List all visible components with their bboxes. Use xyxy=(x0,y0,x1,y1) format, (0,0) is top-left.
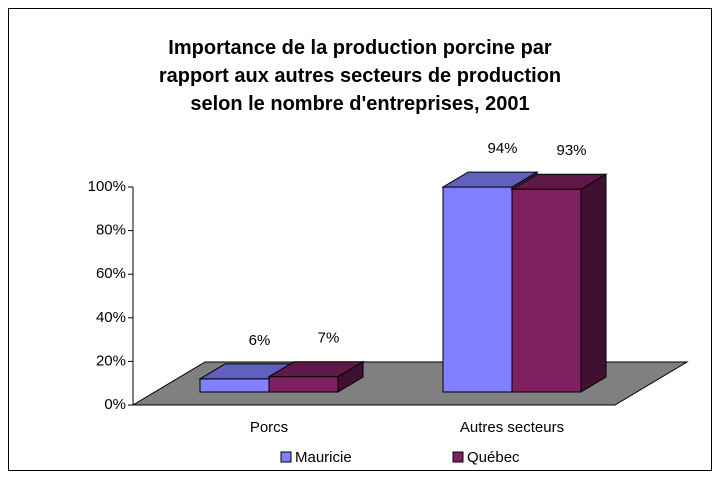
legend-swatch xyxy=(452,451,464,463)
value-label: 94% xyxy=(487,140,517,157)
bar-side xyxy=(580,173,607,393)
x-tick-label: Porcs xyxy=(250,419,288,436)
legend-label: Québec xyxy=(467,449,520,466)
bar-front xyxy=(511,188,582,393)
y-tick-label: 40% xyxy=(96,309,126,326)
bar xyxy=(267,360,365,393)
chart-title: Importance de la production porcine par … xyxy=(158,37,562,115)
value-label: 7% xyxy=(318,330,340,347)
y-tick-label: 100% xyxy=(88,178,126,195)
y-tick-label: 80% xyxy=(96,222,126,239)
value-label: 6% xyxy=(249,332,271,349)
x-tick-label: Autres secteurs xyxy=(460,419,564,436)
y-tick-label: 0% xyxy=(104,396,126,413)
bar-front xyxy=(268,376,339,393)
y-tick-label: 20% xyxy=(96,352,126,369)
bar-front xyxy=(442,186,513,393)
y-tick-label: 60% xyxy=(96,265,126,282)
legend-label: Mauricie xyxy=(295,449,352,466)
bar-front xyxy=(199,378,270,393)
value-label: 93% xyxy=(556,142,586,159)
bar xyxy=(510,173,608,393)
legend-swatch xyxy=(280,451,292,463)
